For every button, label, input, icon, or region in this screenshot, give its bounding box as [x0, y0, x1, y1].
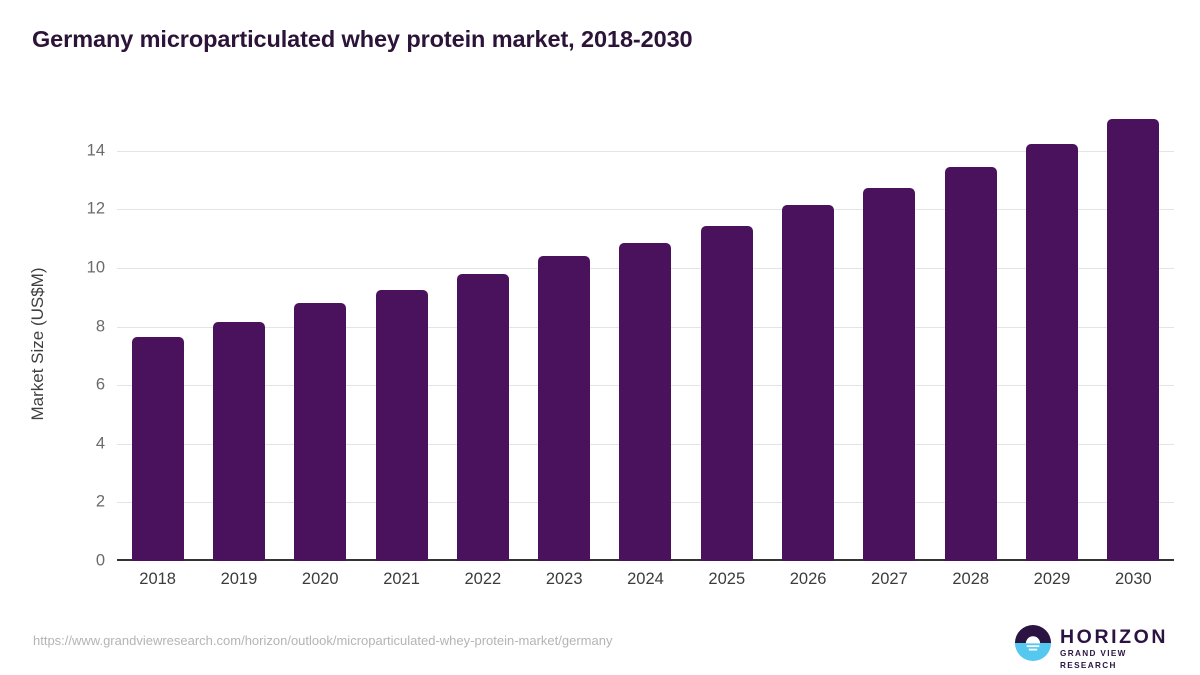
y-tick-label: 6 [95, 375, 105, 394]
bar-slot [280, 104, 361, 561]
y-tick-label: 14 [86, 141, 105, 160]
bar-2027[interactable] [863, 187, 916, 561]
x-tick-label-2027: 2027 [871, 570, 908, 588]
y-tick-label: 2 [95, 492, 105, 511]
bar-slot [605, 104, 686, 561]
gridline [117, 150, 1174, 152]
x-tick-label-2028: 2028 [952, 570, 990, 588]
y-tick-label: 12 [86, 199, 105, 218]
bar-2029[interactable] [1026, 143, 1079, 561]
bar-2019[interactable] [212, 322, 265, 561]
bar-slot [198, 104, 279, 561]
bar-2022[interactable] [456, 273, 509, 561]
bar-2030[interactable] [1107, 118, 1160, 561]
bar-slot [1011, 104, 1092, 561]
bar-2028[interactable] [944, 166, 997, 561]
x-tick-label-2029: 2029 [1033, 570, 1071, 588]
x-tick-label-2025: 2025 [708, 570, 746, 588]
x-tick-label-2026: 2026 [789, 570, 827, 588]
y-tick-label: 4 [95, 434, 105, 453]
horizon-logo: HORIZON GRAND VIEW RESEARCH [1012, 622, 1172, 670]
bar-slot [686, 104, 767, 561]
bar-2025[interactable] [700, 225, 753, 561]
bar-2023[interactable] [538, 256, 591, 561]
source-url[interactable]: https://www.grandviewresearch.com/horizo… [33, 633, 613, 648]
x-tick-label-2018: 2018 [139, 570, 176, 588]
bar-slot [442, 104, 523, 561]
bar-2026[interactable] [782, 205, 835, 561]
y-tick-label: 0 [95, 551, 105, 570]
bar-slot [1093, 104, 1174, 561]
bar-2020[interactable] [294, 303, 347, 561]
logo-wordmark: HORIZON [1060, 626, 1169, 648]
x-tick-label-2019: 2019 [220, 570, 258, 588]
y-tick-label: 10 [86, 258, 105, 277]
chart-figure: Market Size (US$M) 0 2 4 6 8 10 12 14 2018 2019 2… [4, 4, 1196, 671]
x-tick-label-2021: 2021 [383, 570, 420, 588]
x-tick-label-2023: 2023 [545, 570, 583, 588]
x-tick-label-2020: 2020 [301, 570, 339, 588]
y-axis-label: Market Size (US$M) [28, 267, 47, 421]
x-tick-label-2022: 2022 [464, 570, 502, 588]
logo-text-block: HORIZON GRAND VIEW RESEARCH [1060, 627, 1172, 672]
bar-2021[interactable] [375, 290, 428, 561]
gridline [117, 209, 1174, 211]
bar-slot [524, 104, 605, 561]
bar-2024[interactable] [619, 243, 672, 561]
page-title: Germany microparticulated whey protein m… [32, 26, 693, 52]
horizon-sunset-circle-icon [1014, 624, 1052, 662]
bar-2018[interactable] [131, 336, 184, 561]
y-tick-label: 8 [95, 317, 105, 336]
bar-series [117, 104, 1174, 561]
logo-tagline: GRAND VIEW RESEARCH [1060, 649, 1127, 670]
x-tick-label-2030: 2030 [1114, 570, 1152, 588]
chart-card: Germany microparticulated whey protein m… [4, 4, 1196, 671]
bar-slot [767, 104, 848, 561]
x-tick-label-2024: 2024 [627, 570, 664, 588]
bar-slot [849, 104, 930, 561]
bar-slot [117, 104, 198, 561]
plot-area: 0 2 4 6 8 10 12 14 2018 2019 2020 2021 2022 2023 2024… [87, 104, 1174, 588]
bar-slot [930, 104, 1011, 561]
bar-slot [361, 104, 442, 561]
